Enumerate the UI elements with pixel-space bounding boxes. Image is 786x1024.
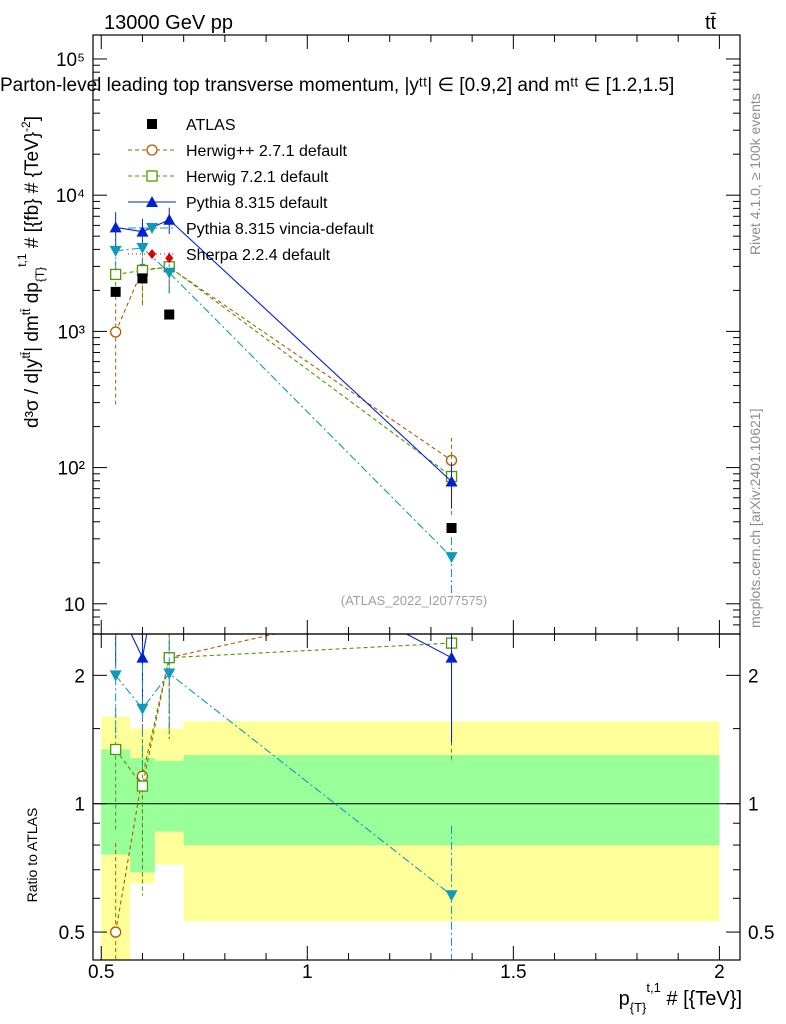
legend-label: Pythia 8.315 vincia-default bbox=[186, 221, 374, 238]
atlas-point bbox=[137, 273, 148, 284]
legend-marker bbox=[146, 170, 158, 182]
ratio-y-tick-label-right: 2 bbox=[748, 666, 759, 687]
ratio-point bbox=[110, 743, 122, 756]
main-panel: 10 10² 10³ 10⁴ 10⁵ bbox=[56, 34, 741, 635]
main-data bbox=[109, 207, 458, 593]
y-tick-label: 10² bbox=[58, 459, 85, 480]
legend-label: Pythia 8.315 default bbox=[186, 195, 328, 212]
ratio-point bbox=[445, 890, 458, 902]
y-tick-label: 10³ bbox=[58, 322, 85, 343]
y-tick-label: 10⁴ bbox=[56, 186, 85, 207]
legend: ATLAS Herwig++ 2.7.1 default Herwig 7.2.1 … bbox=[128, 117, 374, 264]
data-point bbox=[163, 213, 176, 225]
ratio-point bbox=[445, 651, 458, 663]
legend-marker bbox=[146, 223, 158, 234]
ratio-line bbox=[115, 642, 452, 788]
series-line bbox=[115, 266, 452, 461]
ratio-line bbox=[130, 634, 452, 660]
data-point bbox=[445, 552, 458, 564]
ratio-y-tick-label: 0.5 bbox=[59, 923, 85, 944]
legend-marker bbox=[147, 119, 157, 129]
atlas-point bbox=[446, 523, 457, 534]
data-point bbox=[110, 268, 122, 281]
legend-label: Herwig 7.2.1 default bbox=[186, 169, 329, 186]
ratio-point bbox=[163, 668, 176, 680]
data-point bbox=[109, 245, 122, 257]
legend-label: ATLAS bbox=[186, 117, 236, 134]
ratio-band-green bbox=[154, 760, 184, 832]
ratio-line bbox=[115, 672, 452, 896]
plot-title: Parton-level leading top transverse mome… bbox=[0, 75, 674, 96]
ratio-point bbox=[136, 651, 149, 663]
x-tick-label: 2 bbox=[714, 962, 725, 983]
energy-label: 13000 GeV pp bbox=[104, 12, 233, 34]
x-tick-label: 1.5 bbox=[500, 962, 526, 983]
data-point bbox=[163, 267, 176, 279]
x-tick-label: 0.5 bbox=[88, 962, 114, 983]
ratio-y-tick-label-right: 1 bbox=[748, 795, 759, 816]
atlas-point bbox=[164, 309, 175, 320]
ratio-y-tick-label: 1 bbox=[74, 795, 85, 816]
legend-label: Sherpa 2.2.4 default bbox=[186, 247, 331, 264]
legend-marker bbox=[146, 144, 158, 156]
ratio-band-green bbox=[101, 749, 131, 855]
rivet-label: Rivet 4.1.0, ≥ 100k events bbox=[747, 93, 763, 255]
ratio-frame bbox=[92, 633, 741, 961]
ratio-line bbox=[115, 634, 277, 933]
process-label: tt̄ bbox=[705, 12, 717, 34]
series-line bbox=[115, 266, 452, 477]
ratio-y-tick-label: 2 bbox=[74, 666, 85, 687]
ratio-point bbox=[109, 670, 122, 682]
analysis-watermark: (ATLAS_2022_I2077575) bbox=[341, 593, 487, 608]
ratio-y-axis-label: Ratio to ATLAS bbox=[24, 808, 40, 903]
ratio-data bbox=[109, 503, 458, 960]
series-line bbox=[115, 247, 452, 558]
legend-marker bbox=[146, 196, 158, 207]
ratio-point bbox=[110, 926, 122, 938]
x-axis-label: p{T}t,1 # [{TeV}] bbox=[619, 980, 742, 1015]
ratio-point bbox=[110, 595, 122, 606]
data-point bbox=[136, 242, 149, 254]
ratio-point bbox=[136, 703, 149, 715]
y-tick-label: 10⁵ bbox=[56, 50, 85, 71]
mcplots-label: mcplots.cern.ch [arXiv:2401.10621] bbox=[747, 409, 763, 628]
y-tick-label: 10 bbox=[64, 595, 85, 616]
data-point bbox=[136, 225, 149, 237]
data-point bbox=[110, 326, 122, 338]
ratio-point bbox=[136, 780, 149, 792]
legend-label: Herwig++ 2.7.1 default bbox=[186, 143, 348, 160]
atlas-point bbox=[110, 286, 121, 297]
data-point bbox=[445, 475, 458, 487]
main-y-axis-label: d³σ / d|ytt̄| dmtt̄ dp{T}t,1 # [{fb} # {… bbox=[15, 116, 47, 428]
ratio-point bbox=[163, 503, 175, 514]
data-point bbox=[109, 221, 122, 233]
data-point bbox=[165, 253, 174, 264]
legend-marker bbox=[148, 249, 156, 259]
ratio-y-tick-label-right: 0.5 bbox=[748, 923, 774, 944]
ratio-panel: 0.5 0.51 12 20.5 1 1.5 2 bbox=[59, 503, 774, 983]
x-tick-label: 1 bbox=[302, 962, 313, 983]
